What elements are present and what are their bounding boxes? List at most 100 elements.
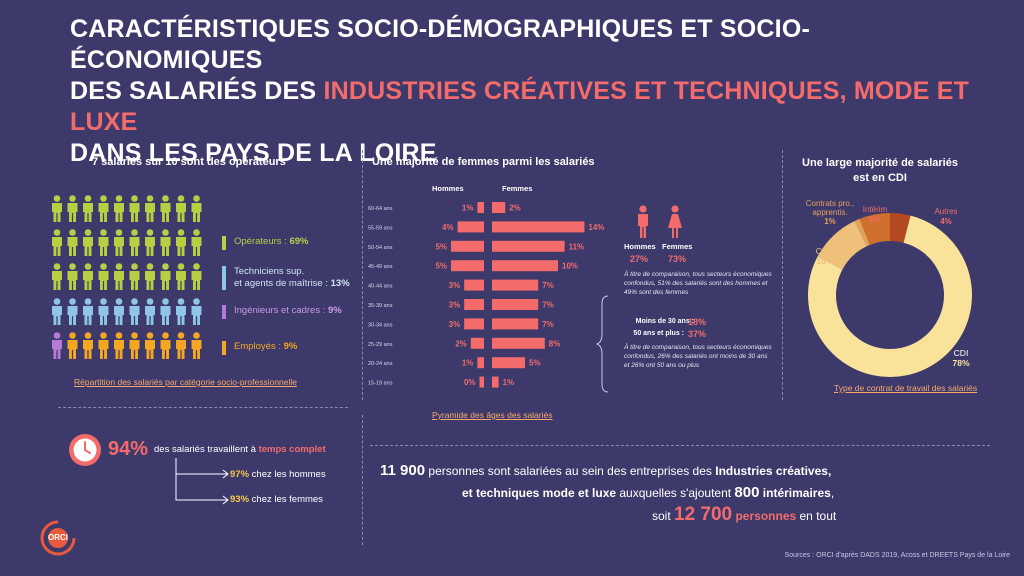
donut-slice bbox=[817, 220, 867, 270]
pyramid-women-header: Femmes bbox=[502, 184, 533, 193]
temps-complet-text-pre: des salariés travaillent à bbox=[154, 444, 259, 455]
legend-operateurs-pct: 69% bbox=[289, 236, 309, 247]
pyramid-bar-men bbox=[464, 279, 484, 291]
person-icon bbox=[83, 263, 93, 290]
person-icon bbox=[191, 263, 202, 290]
pyramid-age-label: 45-49 ans bbox=[368, 264, 393, 270]
label-contrats-pro: Contrats pro., apprentis. 1% bbox=[798, 199, 862, 226]
pyramid-age-label: 35-39 ans bbox=[368, 303, 393, 309]
person-icon bbox=[145, 229, 155, 256]
legend-ingenieurs-pct: 9% bbox=[328, 305, 342, 316]
title-line-1: CARACTÉRISTIQUES SOCIO-DÉMOGRAPHIQUES ET… bbox=[70, 15, 811, 74]
summary-text2: auxquelles s'ajoutent bbox=[616, 486, 735, 500]
person-icon bbox=[191, 229, 202, 256]
summary-text1: personnes sont salariées au sein des ent… bbox=[425, 464, 716, 478]
csp-title: 7 salariés sur 10 sont des opérateurs bbox=[92, 156, 286, 168]
pyramid-bar-women bbox=[492, 357, 525, 369]
pyramid-label-women: 7% bbox=[542, 301, 554, 310]
person-icon bbox=[145, 332, 155, 359]
contrat-title: Une large majorité de salariés est en CD… bbox=[790, 156, 970, 186]
person-icon bbox=[98, 298, 109, 325]
man-icon bbox=[638, 205, 648, 238]
label-cdi-name: CDI bbox=[953, 348, 969, 358]
legend-ingenieurs-swatch bbox=[222, 305, 226, 319]
person-icon bbox=[160, 263, 171, 290]
orci-logo-text: ORCI bbox=[48, 533, 68, 542]
temps-hommes: 97% chez les hommes bbox=[230, 469, 326, 480]
gender-comparison-text: À titre de comparaison, tous secteurs éc… bbox=[624, 271, 772, 296]
contrat-caption: Type de contrat de travail des salariés bbox=[834, 383, 978, 393]
label-autres-name: Autres bbox=[934, 207, 958, 216]
temps-hommes-pct: 97% bbox=[230, 469, 250, 480]
person-icon bbox=[52, 298, 62, 325]
divider-5 bbox=[362, 415, 363, 545]
pyramid-age-label: 40-44 ans bbox=[368, 284, 393, 290]
pyramid-bar-women bbox=[492, 260, 558, 272]
person-icon bbox=[114, 298, 124, 325]
donut-slice bbox=[854, 218, 870, 247]
pyramid-label-men: 3% bbox=[449, 301, 461, 310]
pyramid-bar-men bbox=[457, 221, 484, 233]
orci-logo-icon bbox=[40, 520, 76, 556]
pyramid-label-women: 10% bbox=[562, 262, 578, 271]
pyramid-label-men: 3% bbox=[449, 281, 461, 290]
title-line-2: DES SALARIÉS DES INDUSTRIES CRÉATIVES ET… bbox=[70, 76, 970, 138]
person-icon bbox=[145, 195, 155, 222]
person-icon bbox=[191, 195, 202, 222]
csp-caption: Répartition des salariés par catégorie s… bbox=[74, 377, 298, 387]
legend-techniciens-swatch bbox=[222, 266, 226, 290]
pyramid-bar-men bbox=[464, 299, 484, 310]
pyramid-label-men: 5% bbox=[435, 262, 447, 271]
legend-operateurs-swatch bbox=[222, 236, 226, 250]
title-highlight: INDUSTRIES CRÉATIVES ET TECHNIQUES, MODE… bbox=[70, 77, 970, 136]
legend-ingenieurs: Ingénieurs et cadres : 9% bbox=[222, 305, 342, 319]
summary-line-3: soit 12 700 personnes en tout bbox=[380, 504, 980, 527]
person-icon bbox=[67, 195, 78, 222]
legend-employes-swatch bbox=[222, 341, 226, 355]
contrat-title-line1: Une large majorité de salariés bbox=[802, 157, 958, 169]
person-icon bbox=[52, 229, 62, 256]
person-icon bbox=[67, 229, 78, 256]
summary-num1: 11 900 bbox=[380, 462, 426, 479]
summary-num3: 12 700 bbox=[674, 504, 733, 525]
person-icon bbox=[67, 298, 78, 325]
person-icon bbox=[129, 229, 140, 256]
pyramid-bar-men bbox=[451, 240, 484, 252]
label-contrats-pro-line1: Contrats pro., bbox=[805, 199, 855, 208]
person-icon bbox=[176, 298, 186, 325]
person-icon bbox=[114, 332, 124, 359]
label-contrats-pro-pct: 1% bbox=[824, 217, 836, 226]
person-icon bbox=[83, 229, 93, 256]
pyramid-label-women: 2% bbox=[509, 204, 521, 213]
title-line-2-pre: DES SALARIÉS DES bbox=[70, 77, 324, 105]
donut-slice bbox=[859, 213, 890, 245]
sources: Sources : ORCI d'après DADS 2019, Acoss … bbox=[784, 552, 1010, 559]
person-icon bbox=[114, 195, 124, 222]
divider-4 bbox=[370, 445, 990, 446]
pyramid-bar-women bbox=[492, 299, 539, 310]
plus50-pct: 37% bbox=[688, 329, 707, 339]
label-cdd-name: CDD bbox=[815, 246, 835, 256]
person-icon bbox=[67, 263, 78, 290]
person-icon bbox=[83, 298, 93, 325]
person-icon bbox=[129, 332, 140, 359]
legend-ingenieurs-label: Ingénieurs et cadres : bbox=[234, 305, 328, 316]
pyramid-bar-women bbox=[492, 240, 565, 252]
pyramid-label-women: 14% bbox=[588, 223, 604, 232]
pyramid-label-men: 3% bbox=[449, 320, 461, 329]
summary-line-1: 11 900 personnes sont salariées au sein … bbox=[380, 460, 980, 482]
pyramid-label-men: 1% bbox=[462, 204, 474, 213]
person-icon bbox=[160, 332, 171, 359]
contrat-title-line2: est en CDI bbox=[853, 172, 907, 184]
person-icon bbox=[176, 229, 186, 256]
pyramid-bar-women bbox=[492, 337, 545, 349]
legend-employes-pct: 9% bbox=[283, 341, 298, 352]
age-comparison-text: À titre de comparaison, tous secteurs éc… bbox=[624, 344, 772, 369]
legend-techniciens: Techniciens sup. et agents de maîtrise :… bbox=[222, 266, 350, 290]
person-icon bbox=[129, 263, 140, 290]
pyramid-label-women: 7% bbox=[542, 281, 554, 290]
person-icon bbox=[52, 332, 62, 359]
pyramid-age-label: 15-19 ans bbox=[368, 381, 393, 387]
person-icon bbox=[114, 229, 124, 256]
person-icon bbox=[52, 195, 62, 222]
